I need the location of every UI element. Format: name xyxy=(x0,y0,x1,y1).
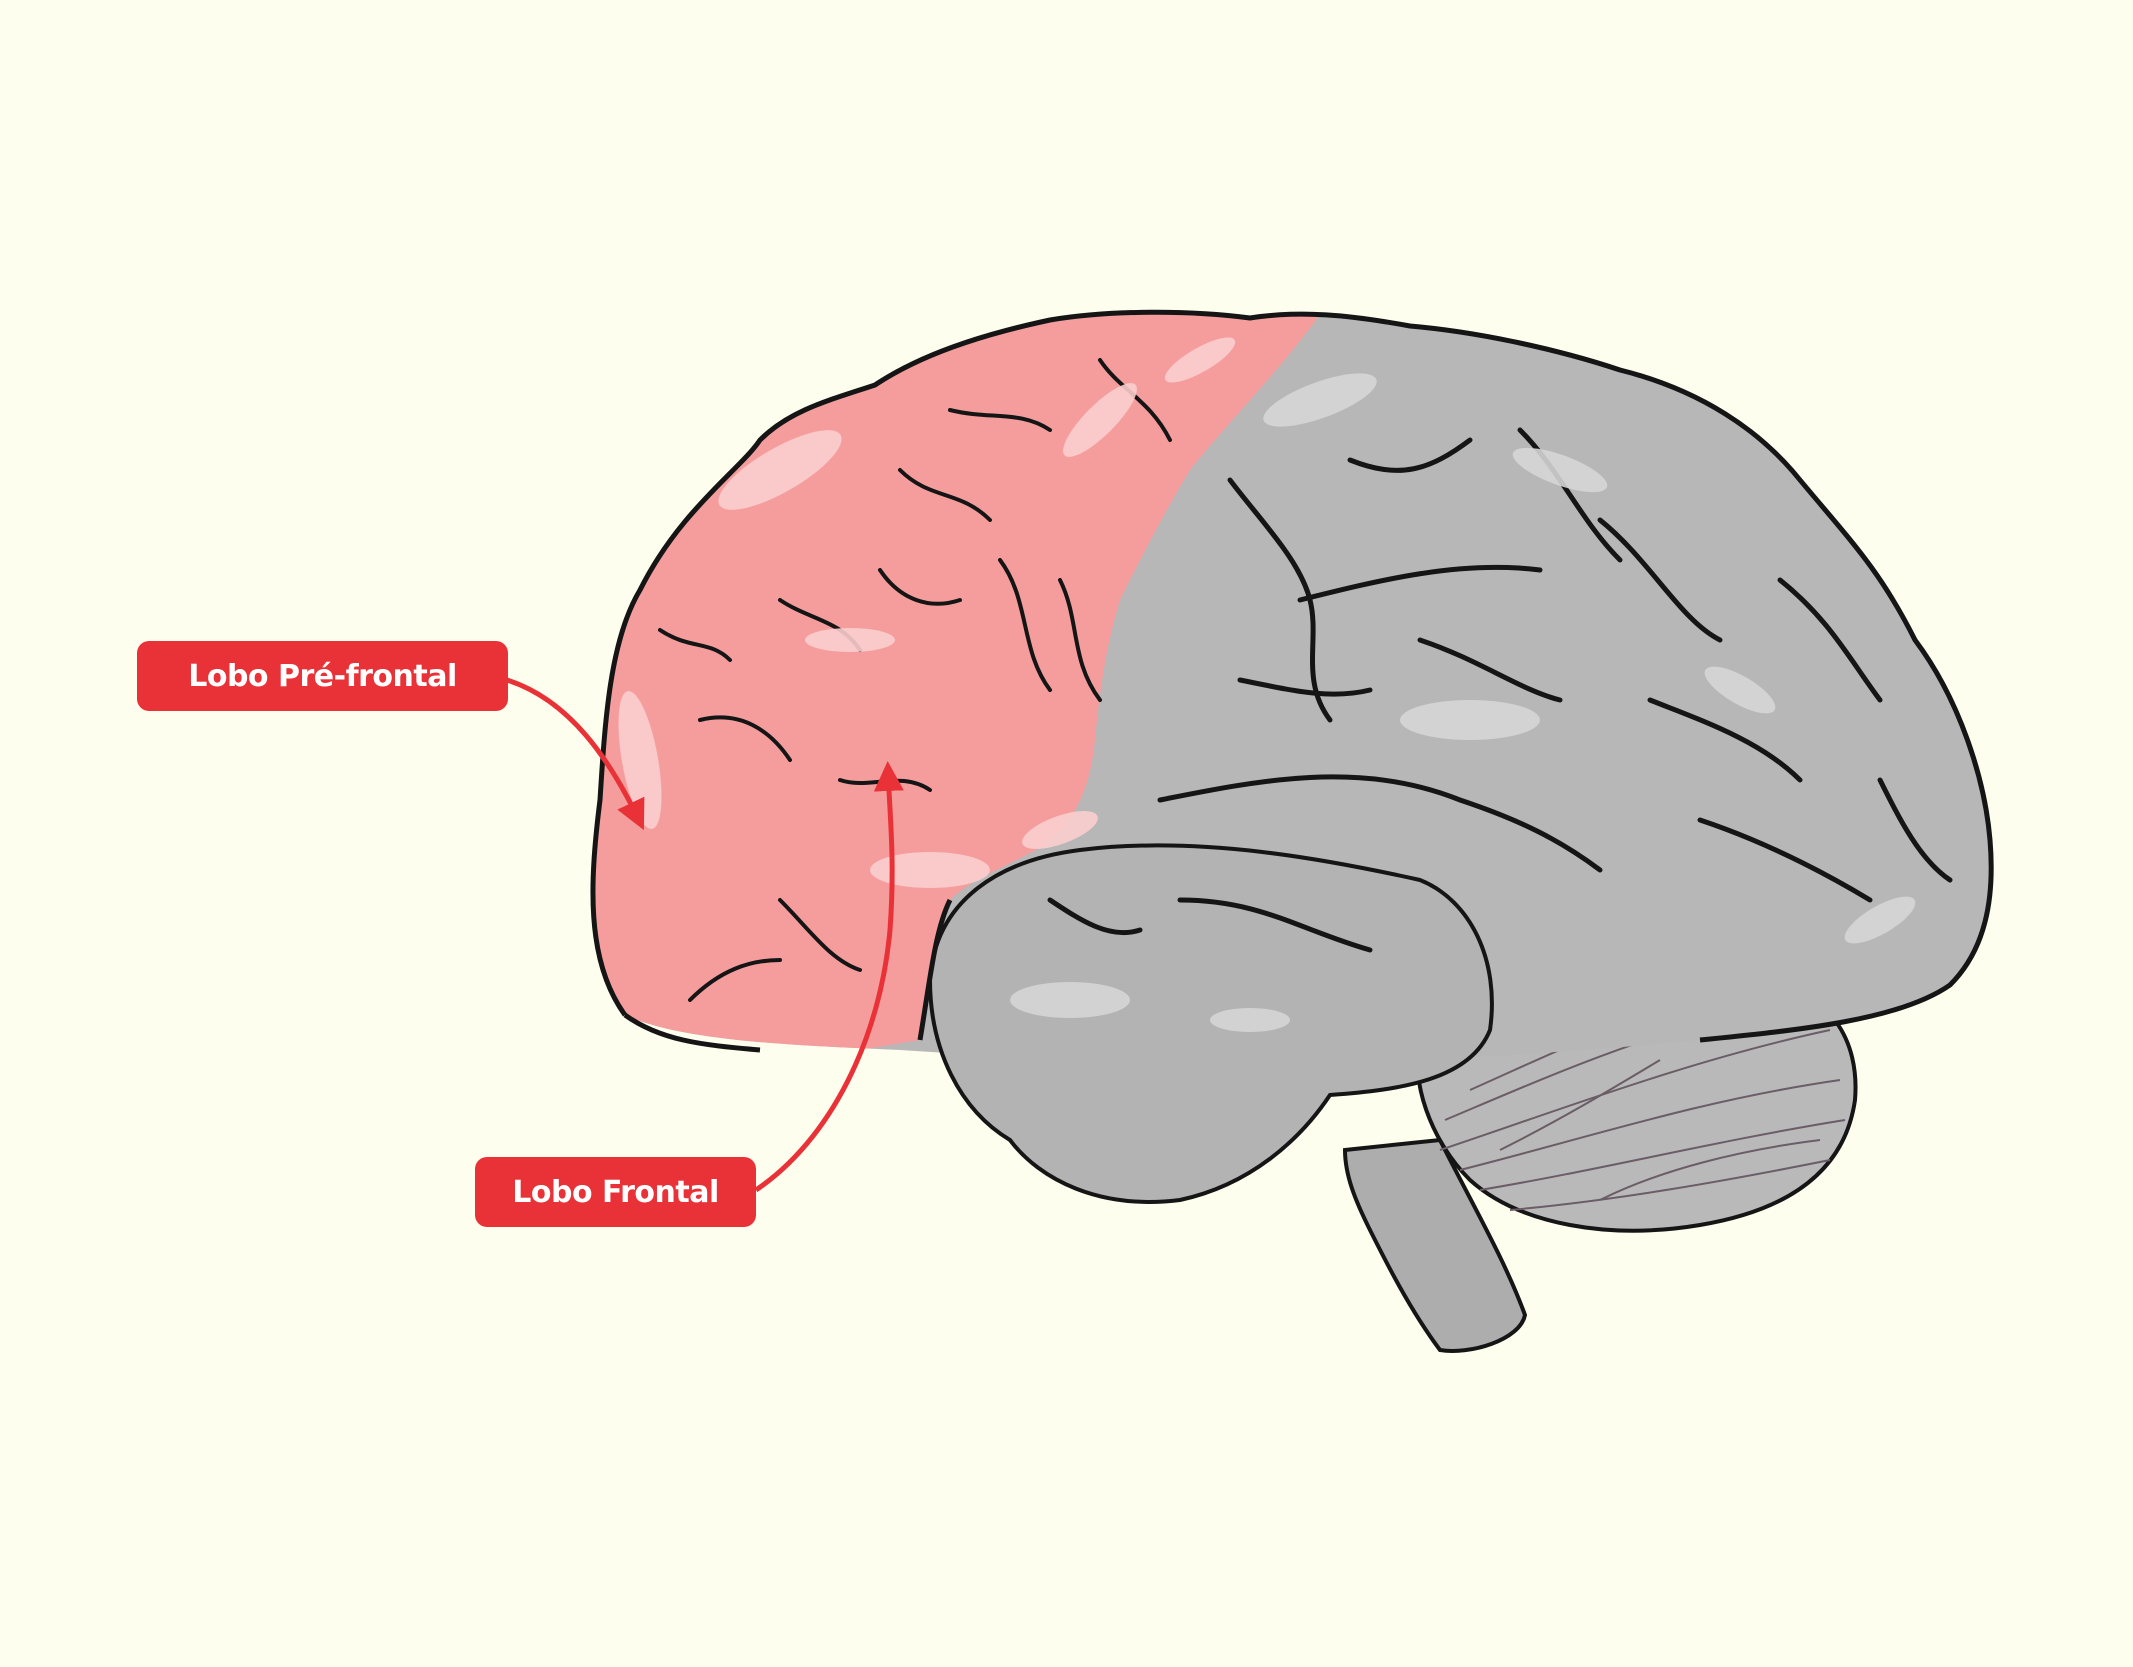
label-prefrontal-lobe: Lobo Pré-frontal xyxy=(137,641,508,711)
label-frontal-text: Lobo Frontal xyxy=(512,1174,719,1210)
label-prefrontal-text: Lobo Pré-frontal xyxy=(188,658,457,694)
brainstem xyxy=(1342,1137,1528,1353)
label-frontal-lobe: Lobo Frontal xyxy=(475,1157,756,1227)
arrow-prefrontal xyxy=(506,677,645,831)
arrow-frontal xyxy=(754,761,904,1193)
temporal-lobe xyxy=(927,843,1494,1204)
